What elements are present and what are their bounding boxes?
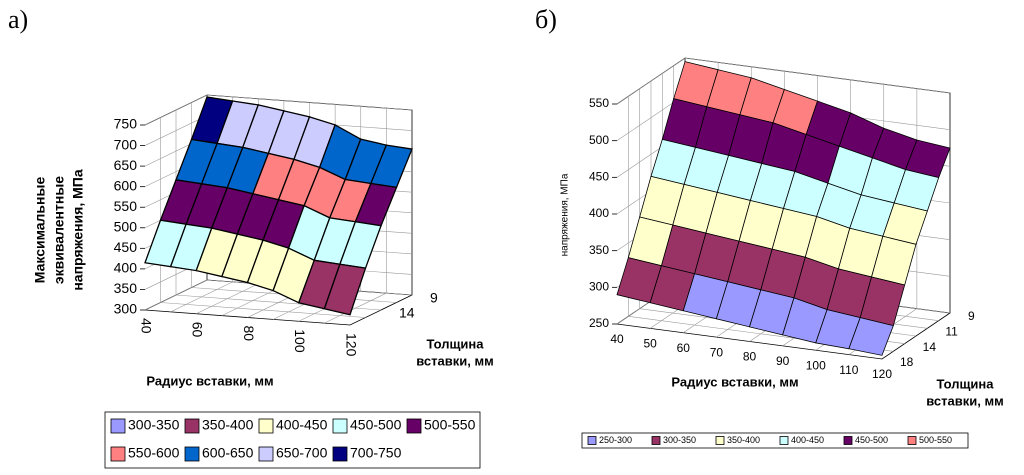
x-tick-label: 110: [839, 363, 858, 377]
legend-label: 400-450: [791, 435, 824, 445]
legend-label: 250-300: [599, 435, 632, 445]
surface-cell: [323, 263, 367, 316]
z-axis-title: эквивалентные: [51, 176, 67, 284]
legend-swatch: [110, 446, 126, 462]
z-tick-label: 450: [114, 239, 138, 255]
z-axis-title: Максимальные: [32, 177, 48, 284]
z-tick-label: 600: [114, 177, 138, 193]
panel-label: а): [8, 5, 28, 34]
x-tick-label: 50: [643, 337, 657, 351]
x-tick-label: 100: [292, 329, 308, 353]
grid-line: [144, 94, 413, 126]
legend-label: 600-650: [202, 445, 254, 461]
grid-line: [616, 57, 951, 105]
z-axis-title: напряжения, МПа: [560, 173, 571, 256]
legend-label: 300-350: [663, 435, 696, 445]
legend-swatch: [779, 436, 789, 445]
legend-swatch: [184, 418, 200, 434]
depth-tick-label: 18: [900, 355, 914, 369]
depth-axis-title: вставки, мм: [416, 353, 493, 368]
legend-label: 500-550: [919, 435, 952, 445]
z-tick-label: 250: [589, 316, 609, 330]
x-tick-label: 120: [343, 333, 359, 357]
z-tick-label: 300: [589, 280, 609, 294]
depth-tick-label: 14: [923, 340, 937, 354]
z-tick-label: 450: [589, 170, 609, 184]
z-tick-label: 650: [114, 157, 138, 173]
z-axis-title: напряжения, МПа: [70, 169, 86, 290]
depth-axis-title: вставки, мм: [926, 393, 1003, 408]
surface-cell: [848, 317, 894, 356]
x-tick-label: 60: [190, 322, 206, 338]
x-tick-label: 40: [138, 318, 154, 334]
floor-outline: [144, 294, 413, 326]
z-tick-label: 400: [114, 260, 138, 276]
x-tick-label: 70: [710, 345, 724, 359]
x-tick-label: 80: [241, 326, 257, 342]
legend-swatch: [406, 418, 422, 434]
legend-label: 450-500: [855, 435, 888, 445]
legend-swatch: [907, 436, 917, 445]
legend-label: 300-350: [128, 417, 180, 433]
legend-label: 700-750: [350, 445, 402, 461]
legend-label: 400-450: [276, 417, 328, 433]
legend-label: 650-700: [276, 445, 328, 461]
floor-grid: [160, 302, 366, 318]
z-tick-label: 550: [114, 198, 138, 214]
legend-label: 500-550: [424, 417, 476, 433]
z-tick-label: 500: [589, 133, 609, 147]
x-axis-title: Радиус вставки, мм: [671, 374, 798, 389]
z-tick-label: 750: [114, 116, 138, 132]
legend-swatch: [715, 436, 725, 445]
legend-label: 350-400: [727, 435, 760, 445]
legend-swatch: [332, 418, 348, 434]
x-tick-label: 100: [806, 358, 826, 372]
z-tick-label: 350: [114, 280, 138, 296]
legend-swatch: [332, 446, 348, 462]
x-tick-label: 80: [743, 350, 757, 364]
legend-swatch: [651, 436, 661, 445]
legend-label: 550-600: [128, 445, 180, 461]
x-tick-label: 60: [677, 341, 691, 355]
depth-axis-title: Толщина: [426, 336, 484, 351]
z-tick-label: 700: [114, 136, 138, 152]
legend-swatch: [587, 436, 597, 445]
legend-swatch: [258, 418, 274, 434]
x-tick-label: 90: [776, 354, 790, 368]
z-tick-label: 400: [589, 206, 609, 220]
z-tick-label: 500: [114, 218, 138, 234]
z-tick-label: 350: [589, 243, 609, 257]
z-tick-label: 300: [114, 301, 138, 317]
legend-label: 350-400: [202, 417, 254, 433]
legend-box: [581, 432, 969, 449]
panel-label: б): [535, 5, 557, 34]
depth-tick-label: 14: [399, 305, 415, 321]
legend-label: 450-500: [350, 417, 402, 433]
legend-swatch: [184, 446, 200, 462]
legend-swatch: [110, 418, 126, 434]
depth-tick-label: 11: [945, 325, 958, 339]
x-tick-label: 120: [872, 367, 892, 381]
x-axis-title: Радиус вставки, мм: [146, 373, 273, 388]
z-tick-label: 550: [589, 96, 609, 110]
legend-swatch: [843, 436, 853, 445]
depth-axis-title: Толщина: [936, 376, 994, 391]
depth-tick-label: 9: [430, 290, 438, 306]
legend-swatch: [258, 446, 274, 462]
x-tick-label: 40: [610, 332, 624, 346]
depth-tick-label: 9: [968, 309, 975, 323]
